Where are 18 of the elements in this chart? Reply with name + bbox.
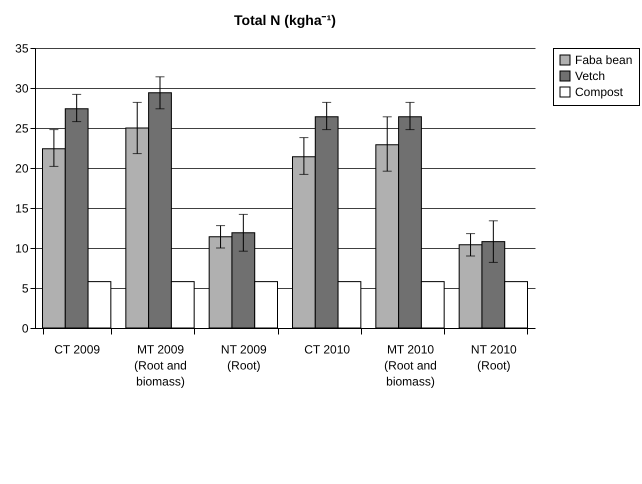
legend-label: Compost xyxy=(575,85,624,99)
y-tick-label: 20 xyxy=(15,162,29,176)
y-tick-label: 15 xyxy=(15,202,29,216)
y-tick-label: 35 xyxy=(15,42,29,56)
x-tick-label: CT 2010 xyxy=(304,342,350,356)
x-tick-label: MT 2010 (Root and biomass) xyxy=(384,342,437,388)
y-tick-label: 0 xyxy=(22,322,29,336)
chart-title: Total N (kgha⁻¹) xyxy=(234,12,336,28)
y-tick-label: 25 xyxy=(15,122,29,136)
legend-label: Faba bean xyxy=(575,53,632,67)
x-tick-label: NT 2009 (Root) xyxy=(220,342,268,372)
y-tick-label: 10 xyxy=(15,242,29,256)
x-tick-label: CT 2009 xyxy=(54,342,100,356)
y-tick-label: 30 xyxy=(15,82,29,96)
y-tick-label: 5 xyxy=(22,282,29,296)
x-tick-label: NT 2010 (Root) xyxy=(470,342,518,372)
legend-label: Vetch xyxy=(575,69,606,83)
x-tick-label: MT 2009 (Root and biomass) xyxy=(134,342,187,388)
